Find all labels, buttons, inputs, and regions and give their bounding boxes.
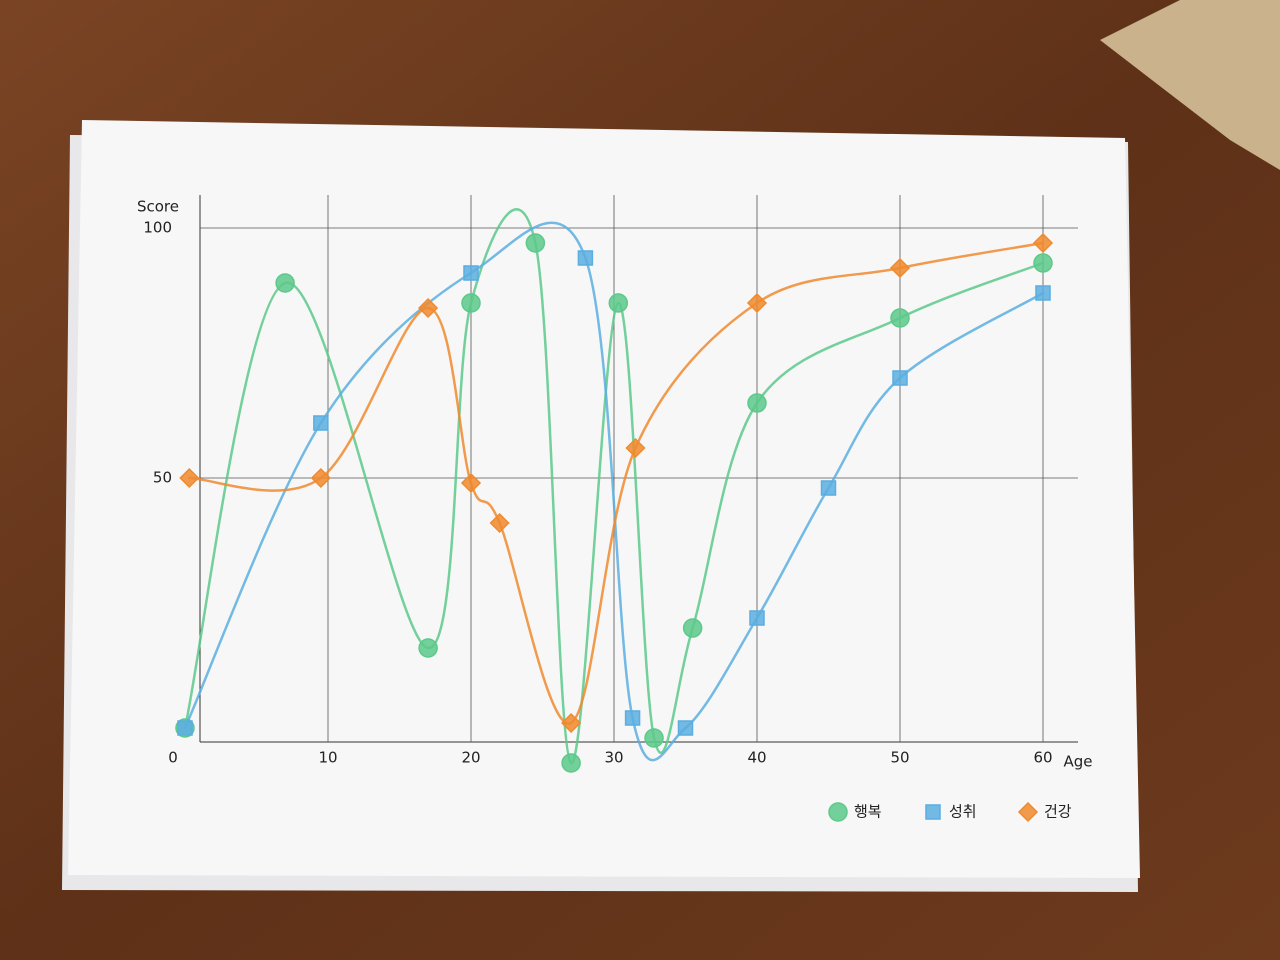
- marker-diamond: [746, 292, 768, 314]
- marker-diamond: [418, 297, 439, 319]
- marker-circle: [525, 233, 546, 253]
- paper: [68, 120, 1140, 878]
- marker-square: [463, 265, 479, 281]
- marker-diamond: [1017, 801, 1039, 823]
- y-tick-label: 100: [143, 219, 172, 237]
- legend-label: 성취: [949, 803, 977, 821]
- series-line: [188, 241, 1045, 725]
- marker-diamond: [489, 512, 510, 534]
- marker-circle: [561, 753, 581, 773]
- marker-diamond: [310, 467, 331, 489]
- marker-square: [749, 610, 765, 626]
- x-tick-label: 0: [168, 749, 178, 767]
- marker-square: [313, 415, 329, 431]
- x-tick-label: 50: [890, 749, 909, 767]
- legend-label: 행복: [854, 803, 882, 821]
- x-tick-label: 30: [604, 749, 623, 767]
- x-tick-label: 20: [461, 749, 480, 767]
- marker-square: [892, 370, 908, 386]
- x-tick-label: 40: [747, 749, 766, 767]
- x-tick-label: 60: [1033, 749, 1052, 767]
- series-line: [183, 221, 1045, 762]
- marker-diamond: [1032, 232, 1054, 254]
- marker-circle: [418, 638, 438, 658]
- marker-square: [925, 804, 941, 820]
- marker-diamond: [179, 467, 200, 489]
- marker-square: [1035, 285, 1051, 301]
- marker-circle: [747, 393, 767, 413]
- marker-diamond: [889, 257, 911, 279]
- paper-bag: [1100, 0, 1280, 170]
- marker-square: [177, 720, 193, 736]
- marker-circle: [275, 273, 295, 293]
- x-axis-label: Age: [1063, 753, 1092, 771]
- marker-diamond: [561, 712, 582, 734]
- marker-square: [577, 250, 594, 266]
- marker-circle: [682, 618, 703, 638]
- marker-diamond: [625, 437, 646, 459]
- marker-circle: [890, 308, 910, 328]
- y-tick-label: 50: [153, 469, 172, 487]
- legend-label: 건강: [1044, 803, 1072, 821]
- marker-circle: [644, 728, 664, 748]
- marker-circle: [461, 293, 481, 313]
- marker-square: [820, 480, 837, 496]
- marker-circle: [608, 293, 629, 313]
- marker-square: [677, 720, 694, 736]
- y-axis-label: Score: [137, 198, 179, 216]
- marker-circle: [828, 802, 848, 822]
- marker-square: [624, 710, 641, 726]
- marker-circle: [1033, 253, 1053, 273]
- x-tick-label: 10: [318, 749, 337, 767]
- marker-diamond: [460, 472, 482, 494]
